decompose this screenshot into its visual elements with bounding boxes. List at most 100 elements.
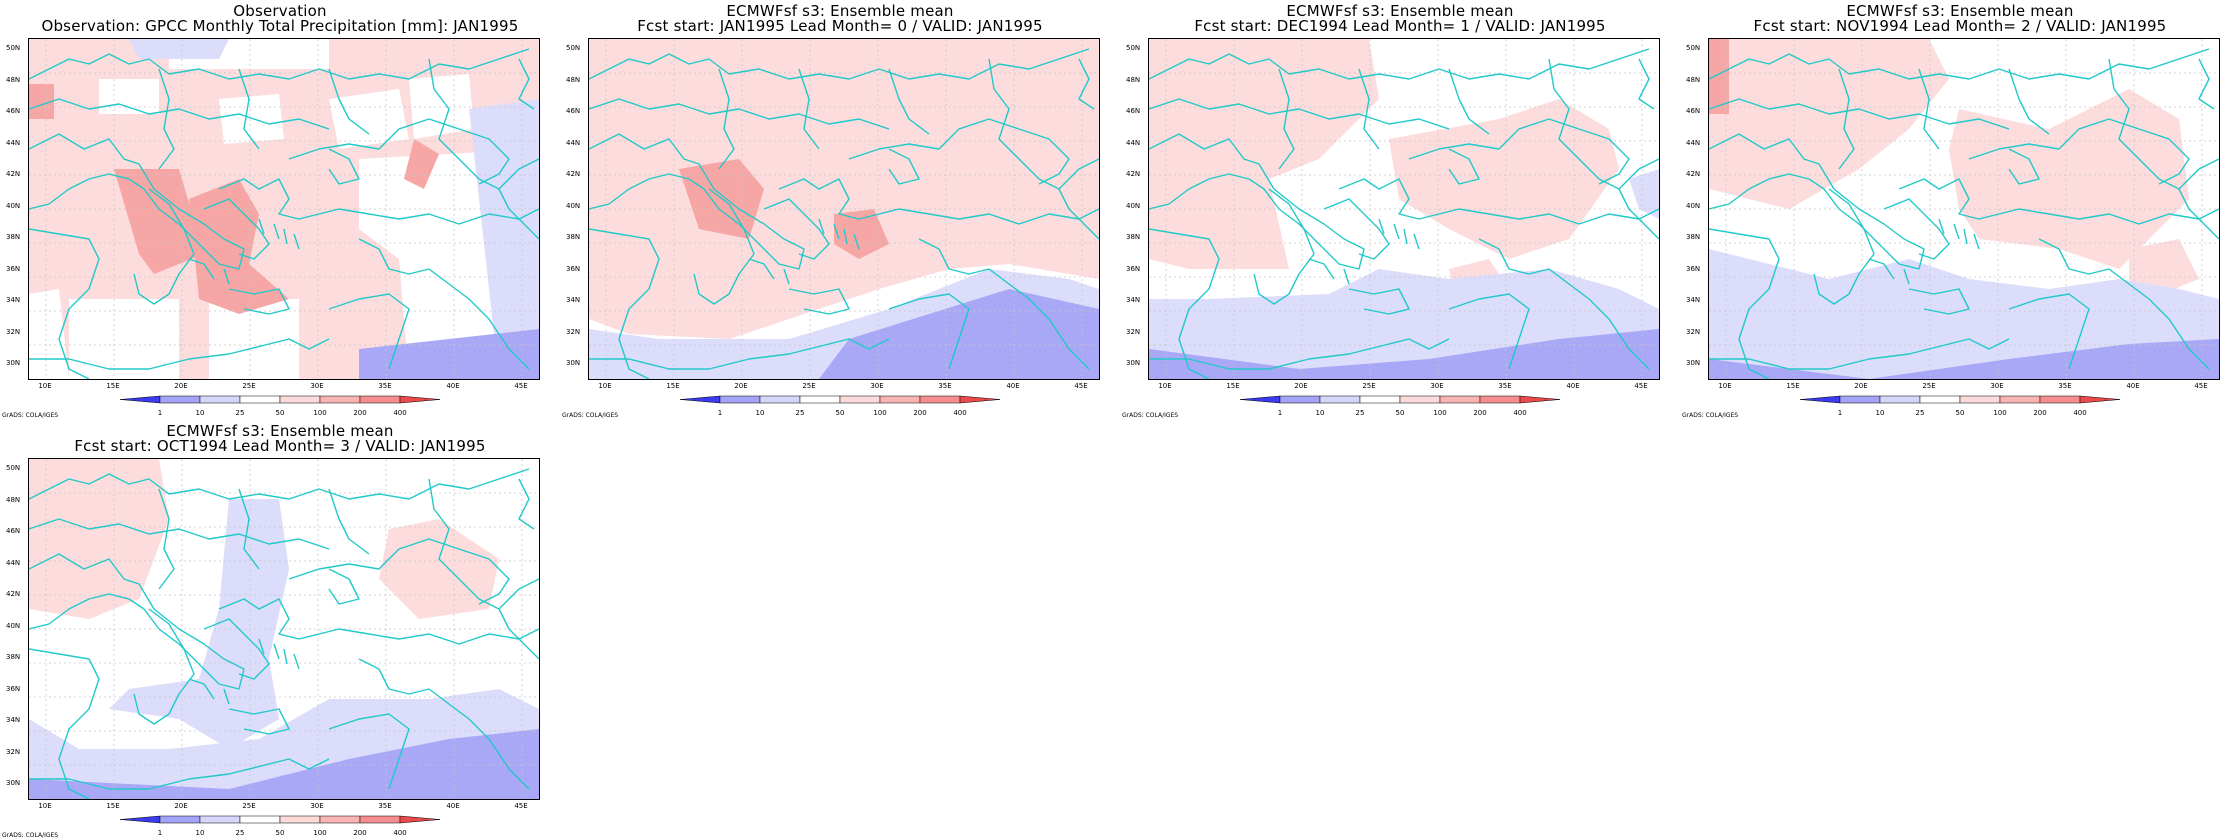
grads-credit: GrADS: COLA/IGES: [1682, 412, 1739, 419]
coastline-10: [228, 708, 290, 735]
colorbar-label: 100: [1433, 409, 1447, 417]
colorbar-swatch: [399, 815, 441, 824]
coastline-8: [2008, 293, 2090, 370]
colorbar-swatch: [199, 395, 241, 404]
colorbar-label: 1: [1277, 409, 1283, 417]
coastline-12: [589, 98, 890, 130]
coastline-5: [1968, 118, 2190, 185]
lat-tick-label: 50N: [566, 44, 581, 52]
colorbar-swatch: [1319, 395, 1361, 404]
lat-tick-label: 40N: [6, 621, 21, 630]
colorbar-swatch: [1919, 395, 1961, 404]
precip-region-5: [29, 789, 89, 799]
colorbar-label: 200: [913, 409, 927, 417]
lon-tick-label: 25E: [1362, 382, 1376, 390]
colorbar-swatch: [839, 395, 881, 404]
lat-tick-label: 50N: [6, 44, 21, 52]
lat-tick-label: 40N: [566, 201, 581, 210]
colorbar-svg: [1239, 395, 1561, 404]
map-canvas: [1709, 39, 2219, 379]
coastline-2: [693, 188, 755, 305]
grads-credit: GrADS: COLA/IGES: [1122, 412, 1179, 419]
coastline-6: [888, 148, 920, 185]
coastline-6: [2008, 148, 2040, 185]
lon-tick-label: 40E: [446, 802, 460, 810]
precip-region-4: [329, 89, 409, 149]
precip-region-0: [1709, 39, 1949, 209]
precip-region-5: [409, 74, 474, 139]
colorbar-svg: [1799, 395, 2121, 404]
lon-tick-label: 10E: [598, 382, 612, 390]
coastline-4: [778, 178, 1099, 225]
coastline-11: [1709, 48, 2210, 80]
coastline-11: [1149, 48, 1650, 80]
lon-tick-label: 45E: [1634, 382, 1648, 390]
precip-region-3: [1709, 249, 2219, 379]
lat-tick-label: 46N: [1686, 107, 1701, 115]
precip-region-4: [29, 729, 539, 799]
lon-tick-label: 25E: [242, 382, 256, 390]
precip-region-3: [219, 94, 284, 144]
precip-region-4: [834, 209, 889, 259]
coastline-14: [238, 488, 260, 570]
colorbar-swatch: [119, 815, 161, 824]
coastline-3: [1883, 198, 1950, 260]
colorbar-swatch: [1519, 395, 1561, 404]
coastline-11: [589, 48, 1090, 80]
colorbar-label: 50: [275, 829, 285, 837]
panel-title: Observation: [233, 2, 327, 20]
coastline-14: [238, 68, 260, 150]
coastline-13: [158, 488, 175, 590]
coastline-8: [328, 713, 410, 790]
lon-tick-label: 35E: [1498, 382, 1512, 390]
panel-subtitle: Observation: GPCC Monthly Total Precipit…: [41, 17, 519, 35]
lat-tick-label: 36N: [1686, 264, 1701, 273]
coastline-12: [1709, 98, 2010, 130]
lat-tick-label: 32N: [6, 327, 21, 336]
colorbar-label: 50: [275, 409, 285, 417]
colorbar-svg: [119, 395, 441, 404]
coastline-20: [1868, 258, 1910, 285]
colorbar-label: 200: [353, 409, 367, 417]
coastline-0: [29, 133, 245, 270]
precip-region-1: [1389, 99, 1619, 259]
panel-subtitle: Fcst start: NOV1994 Lead Month= 2 / VALI…: [1753, 17, 2167, 35]
lat-tick-label: 44N: [1126, 138, 1141, 147]
colorbar-swatch: [1359, 395, 1401, 404]
lon-tick-label: 10E: [38, 802, 52, 810]
coastline-15: [2008, 68, 2050, 135]
precip-region-8: [209, 299, 299, 379]
map-canvas: [1149, 39, 1659, 379]
coastline-7: [2038, 238, 2210, 370]
lon-tick-label: 30E: [1430, 382, 1444, 390]
precip-region-2: [819, 289, 1099, 379]
coastline-7: [1478, 238, 1650, 370]
colorbar-swatch: [2079, 395, 2121, 404]
colorbar-label: 1: [1837, 409, 1843, 417]
precipitation-map: [28, 38, 540, 380]
lon-tick-label: 20E: [1854, 382, 1868, 390]
coastline-6: [328, 148, 360, 185]
colorbar-swatch: [1999, 395, 2041, 404]
lat-tick-label: 44N: [1686, 138, 1701, 147]
coastline-11: [29, 468, 530, 500]
coastline-12: [1149, 98, 1450, 130]
lat-tick-label: 32N: [1126, 327, 1141, 336]
coastline-5: [1408, 118, 1630, 185]
lat-tick-label: 48N: [6, 495, 21, 504]
coastline-13: [1838, 68, 1855, 170]
grads-credit: GrADS: COLA/IGES: [2, 412, 59, 419]
colorbar-swatch: [319, 395, 361, 404]
precip-region-1: [1949, 89, 2189, 269]
coastline-17: [2178, 188, 2219, 240]
coastline-18: [2198, 58, 2215, 110]
lat-tick-label: 48N: [1686, 75, 1701, 84]
coastline-8: [328, 293, 410, 370]
coastline-0: [589, 133, 805, 270]
colorbar-label: 25: [235, 829, 245, 837]
precip-region-15: [404, 139, 439, 189]
colorbar-swatch: [239, 815, 281, 824]
coastline-5: [848, 118, 1070, 185]
colorbar-swatch: [1279, 395, 1321, 404]
coastline-3: [203, 618, 270, 680]
